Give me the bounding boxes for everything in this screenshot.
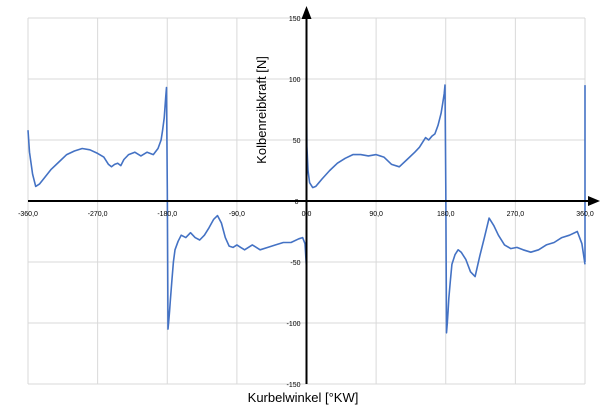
x-tick-label: 90,0 — [369, 211, 383, 218]
series-line-2 — [305, 84, 586, 334]
series-line-1 — [27, 86, 308, 330]
x-tick-label: 360,0 — [576, 211, 594, 218]
y-tick-label: 100 — [289, 77, 301, 84]
y-tick-label-zero: 0 — [295, 199, 299, 206]
x-axis-label: Kurbelwinkel [°KW] — [248, 390, 359, 405]
y-tick-label: -50 — [290, 260, 300, 267]
y-axis-arrow — [301, 6, 312, 19]
tick-labels: -360,0 -270,0 -180,0 -90,0 0,0 90,0 180,0 270,0… — [18, 16, 594, 389]
x-tick-label: 0,0 — [302, 211, 312, 218]
y-axis-label: Kolbenreibkraft [N] — [254, 56, 269, 164]
x-tick-label: -270,0 — [88, 211, 108, 218]
axes — [28, 6, 600, 384]
x-tick-label: -90,0 — [229, 211, 245, 218]
x-tick-label: -360,0 — [18, 211, 38, 218]
x-tick-label: -180,0 — [157, 211, 177, 218]
y-tick-label: 150 — [289, 16, 301, 23]
y-tick-label: -150 — [286, 382, 300, 389]
y-tick-label: 50 — [293, 138, 301, 145]
x-axis-arrow — [588, 196, 600, 206]
series-layer — [27, 84, 586, 334]
y-tick-label: -100 — [286, 321, 300, 328]
x-tick-label: 270,0 — [507, 211, 525, 218]
x-tick-label: 180,0 — [437, 211, 455, 218]
